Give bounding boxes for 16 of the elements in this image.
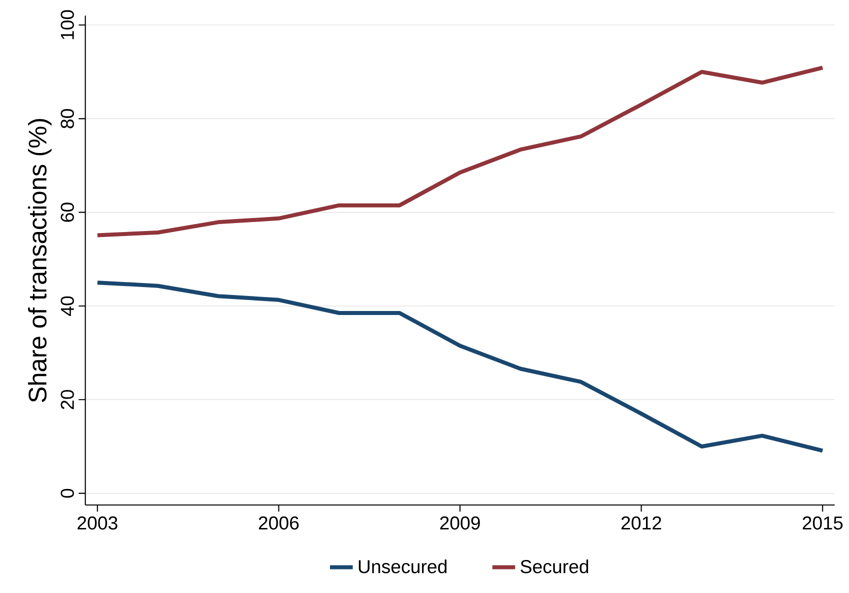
y-tick-label: 80 [60,109,74,128]
y-tick-label: 40 [60,296,74,316]
line-series [95,280,825,453]
y-tick-label: 0 [60,488,74,498]
legend-label: Unsecured [358,560,446,574]
x-tick-label: 2003 [78,516,118,530]
legend-label: Secured [520,560,588,574]
y-tick-label: 60 [60,202,74,222]
x-tick-label: 2012 [621,516,662,530]
y-tick-label: 100 [60,10,74,40]
line-series [95,66,825,238]
x-tick-label: 2009 [440,516,480,530]
y-tick-label: 20 [60,390,74,410]
x-tick-label: 2006 [258,516,299,530]
y-axis-title: Share of transactions (%) [28,119,52,402]
x-tick-label: 2015 [802,516,843,530]
